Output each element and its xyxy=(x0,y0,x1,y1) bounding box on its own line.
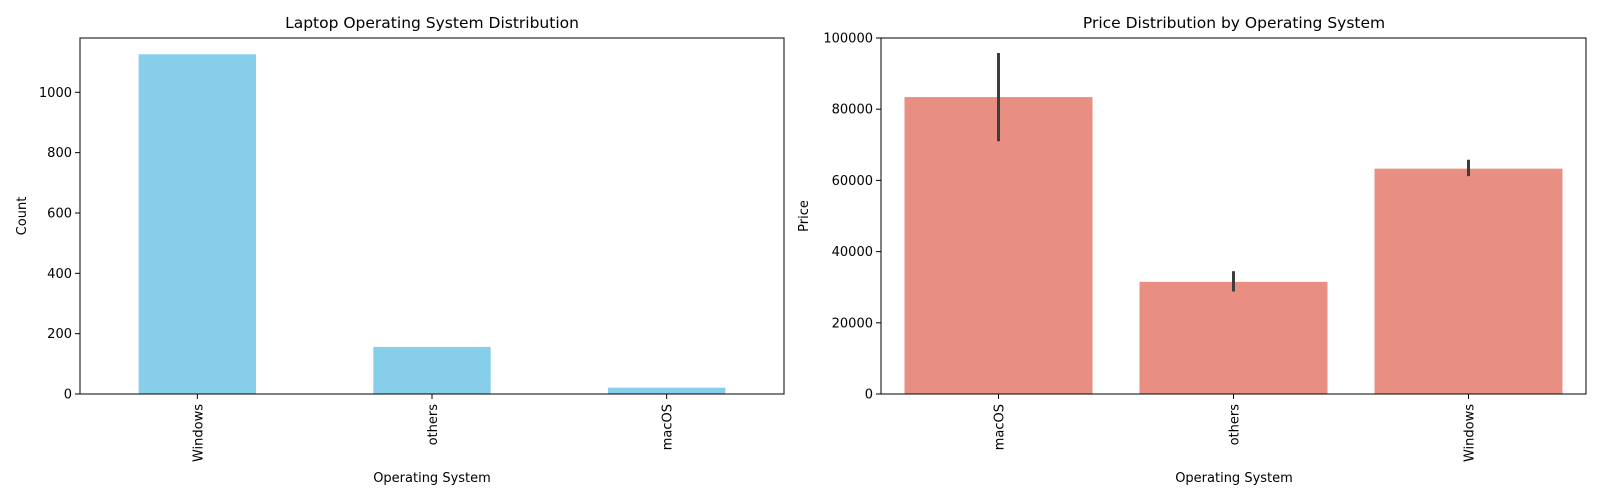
x-tick-label: Windows xyxy=(191,404,206,462)
y-tick-label: 40000 xyxy=(832,245,873,260)
chart-title: Laptop Operating System Distribution xyxy=(285,14,579,32)
y-tick-label: 100000 xyxy=(823,32,873,47)
bar-others xyxy=(1139,281,1328,394)
plot-frame xyxy=(79,37,785,395)
y-tick-label: 400 xyxy=(47,267,72,282)
y-ticks: 0 200 400 600 800 1000 xyxy=(39,86,80,403)
y-tick-label: 200 xyxy=(47,327,72,342)
bar-others xyxy=(373,346,491,394)
x-axis-label: Operating System xyxy=(373,471,491,486)
y-axis-label: Price xyxy=(797,200,812,232)
y-axis-label: Count xyxy=(15,197,30,236)
y-tick-label: 600 xyxy=(47,206,72,221)
x-tick-label: others xyxy=(426,404,441,446)
x-tick-label: others xyxy=(1228,404,1243,446)
y-tick-label: 800 xyxy=(47,146,72,161)
y-tick-label: 60000 xyxy=(832,174,873,189)
x-tick-label: Windows xyxy=(1463,404,1478,462)
x-tick-label: macOS xyxy=(661,404,676,450)
bar-group xyxy=(904,97,1563,394)
y-tick-label: 80000 xyxy=(832,103,873,118)
bar-macos xyxy=(904,97,1093,394)
bar-macos xyxy=(608,387,726,394)
count-chart: Laptop Operating System Distribution 0 20… xyxy=(15,14,785,486)
bar-windows xyxy=(1374,168,1563,394)
y-tick-label: 1000 xyxy=(39,86,72,101)
y-ticks: 0 20000 40000 60000 80000 100000 xyxy=(823,32,881,403)
bar-windows xyxy=(138,54,256,394)
y-tick-label: 20000 xyxy=(832,316,873,331)
price-chart: Price Distribution by Operating System 0… xyxy=(797,14,1587,486)
x-ticks: Windows others macOS xyxy=(191,394,676,462)
y-tick-label: 0 xyxy=(64,388,72,403)
x-axis-label: Operating System xyxy=(1175,471,1293,486)
error-bar-group xyxy=(997,52,1470,292)
y-tick-label: 0 xyxy=(865,388,873,403)
x-tick-label: macOS xyxy=(993,404,1008,450)
x-ticks: macOS others Windows xyxy=(993,394,1478,462)
chart-title: Price Distribution by Operating System xyxy=(1083,14,1385,32)
bar-group xyxy=(138,54,726,394)
plot-frame xyxy=(880,37,1587,395)
